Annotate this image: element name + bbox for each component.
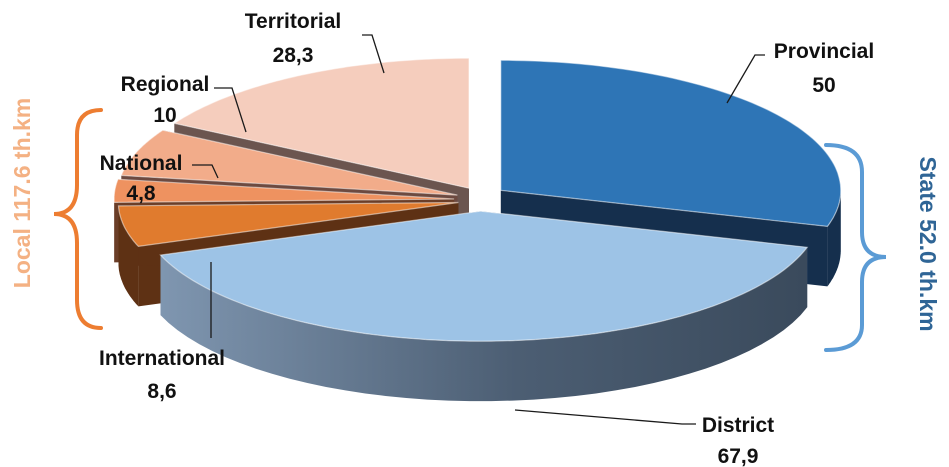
local-group-label: Local 117.6 th.km — [9, 98, 35, 288]
leader-line-national — [192, 164, 219, 179]
slice-wall-district — [160, 247, 808, 402]
leader-lines — [192, 34, 765, 425]
pie-top-layer — [113, 57, 842, 342]
slice-provincial — [500, 59, 842, 228]
local-brace — [53, 108, 103, 330]
label-international-value: 8,6 — [147, 380, 176, 403]
label-national-name: National — [100, 152, 183, 175]
label-international-name: International — [99, 347, 225, 370]
state-brace — [824, 143, 887, 352]
slice-wall-provincial — [827, 190, 841, 287]
slice-wall-international — [118, 205, 139, 307]
slice-international — [117, 201, 459, 248]
label-regional-value: 10 — [153, 104, 176, 127]
slice-territorial — [172, 57, 470, 189]
label-regional-name: Regional — [121, 73, 210, 96]
label-district-value: 67,9 — [718, 445, 759, 467]
leader-line-regional — [214, 87, 247, 133]
state-group-label: State 52.0 th.km — [915, 156, 941, 331]
leader-line-territorial — [362, 34, 385, 74]
slice-district — [159, 210, 809, 342]
leader-line-provincial — [726, 54, 765, 104]
leader-line-district — [514, 409, 696, 425]
slice-regional — [120, 129, 458, 196]
label-district-name: District — [702, 414, 774, 437]
label-provincial-value: 50 — [812, 74, 835, 97]
label-national-value: 4,8 — [126, 182, 156, 205]
label-provincial-name: Provincial — [774, 40, 874, 63]
label-territorial-value: 28,3 — [273, 44, 314, 67]
label-territorial-name: Territorial — [245, 10, 341, 33]
slice-labels: Territorial 28,3 Regional 10 National 4,… — [99, 10, 874, 467]
slice-national — [113, 178, 455, 204]
